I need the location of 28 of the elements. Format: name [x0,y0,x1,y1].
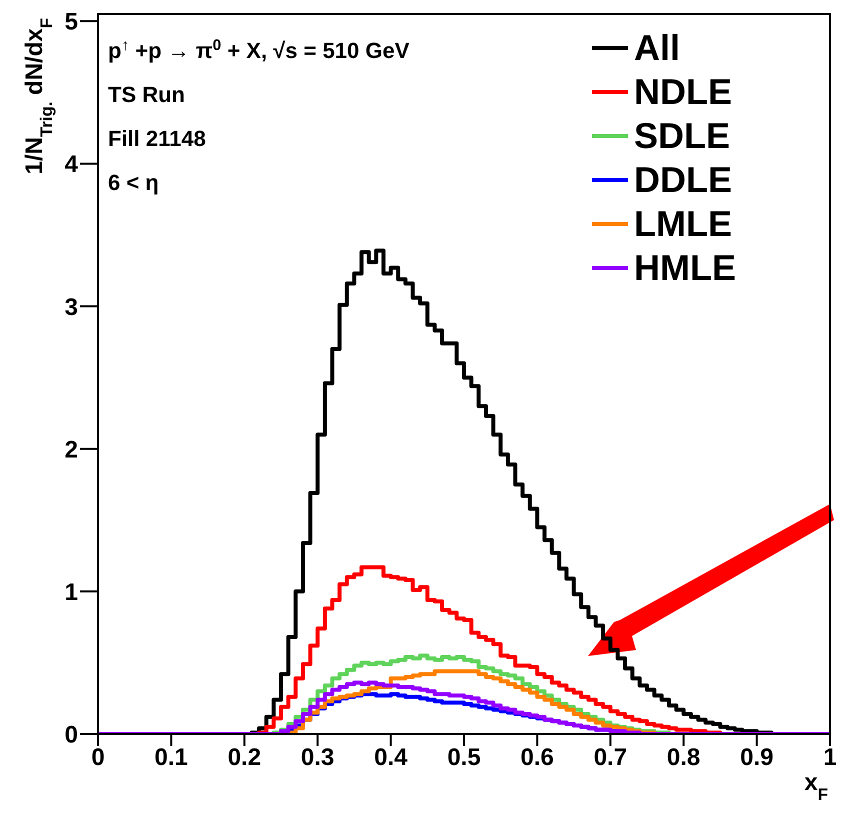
x-tick-label: 0.9 [740,744,774,772]
legend-label: All [634,26,680,70]
x-tick-label: 0.3 [300,744,334,772]
annotation: 6 < η [108,170,159,195]
y-tick-label: 1 [64,578,78,606]
y-tick-label: 2 [64,436,78,464]
x-tick-label: 1 [823,744,837,772]
legend-label: SDLE [634,114,730,158]
x-axis-title: x$_{F}$ [804,769,828,804]
annotation: p$^{↑}$+p → π$^{0}$ + X, √s = 510 GeV [108,36,410,63]
x-tick-label: 0 [91,744,105,772]
legend-label: HMLE [634,246,736,290]
y-tick-label: 0 [64,722,78,749]
legend-label: LMLE [634,202,732,246]
x-tick-label: 0.1 [154,744,188,772]
y-tick-label: 3 [64,294,78,321]
y-tick-label: 5 [64,8,78,36]
x-tick-label: 0.2 [228,744,262,772]
legend-label: DDLE [634,158,732,202]
y-tick-label: 4 [64,151,79,178]
x-tick-label: 0.4 [374,744,408,772]
x-tick-label: 0.5 [447,744,481,772]
annotation: TS Run [108,82,185,107]
x-tick-label: 0.7 [594,744,628,772]
legend-label: NDLE [634,70,732,114]
annotation: Fill 21148 [108,126,206,151]
x-tick-label: 0.6 [520,744,554,772]
x-tick-label: 0.8 [666,744,700,772]
